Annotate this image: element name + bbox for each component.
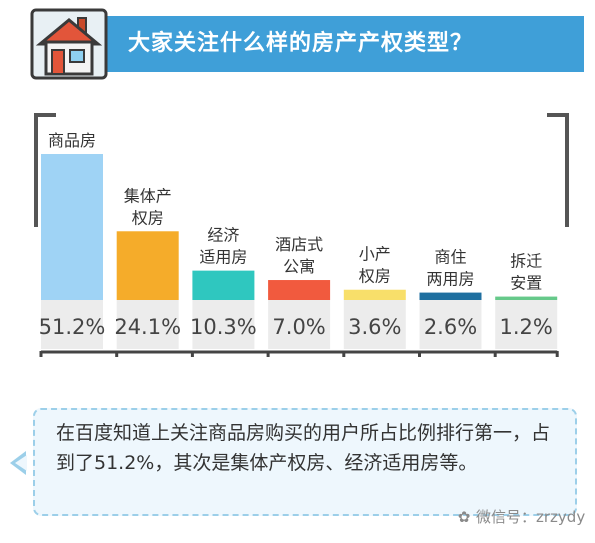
category-label-6-line-1: 商住 (434, 248, 466, 267)
value-cell-6 (419, 300, 482, 349)
category-label-2-line-2: 权房 (132, 208, 164, 227)
value-label-6: 2.6% (424, 315, 477, 339)
title-bar (36, 16, 584, 72)
category-label-5-line-2: 权房 (359, 267, 391, 286)
value-cell-1 (41, 300, 103, 349)
category-label-7-line-1: 拆迁 (510, 252, 542, 271)
category-label-3-line-2: 适用房 (199, 248, 247, 267)
bar-4 (268, 280, 331, 300)
right-bracket (547, 113, 569, 227)
watermark: ✿ 微信号：zrzydy (452, 506, 586, 527)
category-label-5-line-1: 小产 (359, 245, 391, 264)
value-label-1: 51.2% (39, 315, 106, 339)
category-label-1-line-1: 商品房 (48, 131, 96, 150)
note-text: 在百度知道上关注商品房购买的用户所占比例排行第一，占到了51.2%，其次是集体产… (56, 422, 551, 474)
value-label-2: 24.1% (114, 315, 181, 339)
value-cell-2 (116, 300, 179, 349)
watermark-text: 微信号：zrzydy (476, 508, 586, 526)
value-label-5: 3.6% (348, 315, 401, 339)
category-label-2-line-1: 集体产 (124, 186, 172, 205)
page-title: 大家关注什么样的房产产权类型？ (128, 31, 474, 56)
note-box (33, 408, 577, 516)
value-label-4: 7.0% (272, 315, 325, 339)
value-cell-4 (268, 300, 331, 349)
left-bracket (34, 113, 56, 227)
note-pointer-inner (15, 455, 27, 471)
house-icon (30, 8, 108, 80)
value-cell-5 (343, 300, 406, 349)
value-cell-3 (192, 300, 255, 349)
bar-3 (192, 270, 255, 300)
category-label-4-line-1: 酒店式 (275, 235, 323, 254)
bar-7 (495, 296, 558, 300)
bar-1 (41, 154, 103, 300)
value-label-7: 1.2% (500, 315, 553, 339)
category-label-6-line-2: 两用房 (426, 270, 474, 289)
category-label-4-line-2: 公寓 (283, 257, 315, 276)
wechat-icon: ✿ (457, 508, 471, 526)
category-label-7-line-2: 安置 (510, 274, 542, 293)
bar-5 (343, 289, 406, 300)
value-cell-7 (495, 300, 558, 349)
bar-2 (116, 231, 179, 300)
header-banner: 大家关注什么样的房产产权类型？ (0, 8, 584, 80)
bar-6 (419, 292, 482, 300)
value-label-3: 10.3% (190, 315, 257, 339)
category-label-3-line-1: 经济 (207, 226, 239, 245)
